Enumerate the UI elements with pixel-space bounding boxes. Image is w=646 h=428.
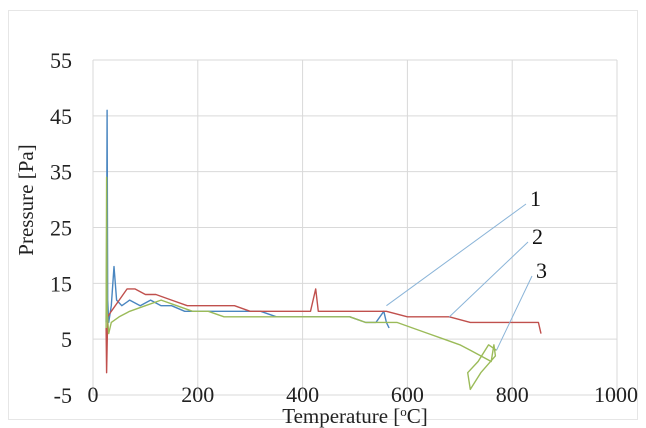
x-tick-label: 1000 xyxy=(594,382,638,407)
callout-label-1: 1 xyxy=(530,186,541,211)
x-tick-label: 200 xyxy=(181,382,214,407)
x-axis-title: Temperature [oC] xyxy=(282,404,428,428)
callout-label-3: 3 xyxy=(536,258,547,283)
chart-frame xyxy=(8,10,638,420)
y-tick-label: 35 xyxy=(50,160,72,185)
y-tick-label: 15 xyxy=(50,271,72,296)
x-tick-label: 800 xyxy=(496,382,529,407)
y-tick-label: 25 xyxy=(50,216,72,241)
y-axis-title: Pressure [Pa] xyxy=(14,144,38,255)
callout-leader-2 xyxy=(448,241,529,318)
x-tick-label: 0 xyxy=(88,382,99,407)
y-tick-label: 55 xyxy=(50,48,72,73)
y-tick-label: 45 xyxy=(50,104,72,129)
y-tick-label: -5 xyxy=(54,383,72,408)
series-line-1 xyxy=(105,109,390,329)
y-tick-label: 5 xyxy=(61,327,72,352)
callout-label-2: 2 xyxy=(532,224,543,249)
grid-lines xyxy=(92,59,618,396)
callout-leader-1 xyxy=(386,203,527,307)
x-tick-label: 600 xyxy=(391,382,424,407)
series-layer xyxy=(105,109,542,391)
tick-labels: -5 5 15 25 35 45 55 0 200 400 600 800 1000 xyxy=(50,48,638,408)
series-line-2 xyxy=(105,288,542,374)
x-tick-label: 400 xyxy=(286,382,319,407)
callout-leader-3 xyxy=(496,275,533,351)
callout-layer: 1 2 3 xyxy=(386,186,547,351)
series-line-3 xyxy=(105,176,497,391)
